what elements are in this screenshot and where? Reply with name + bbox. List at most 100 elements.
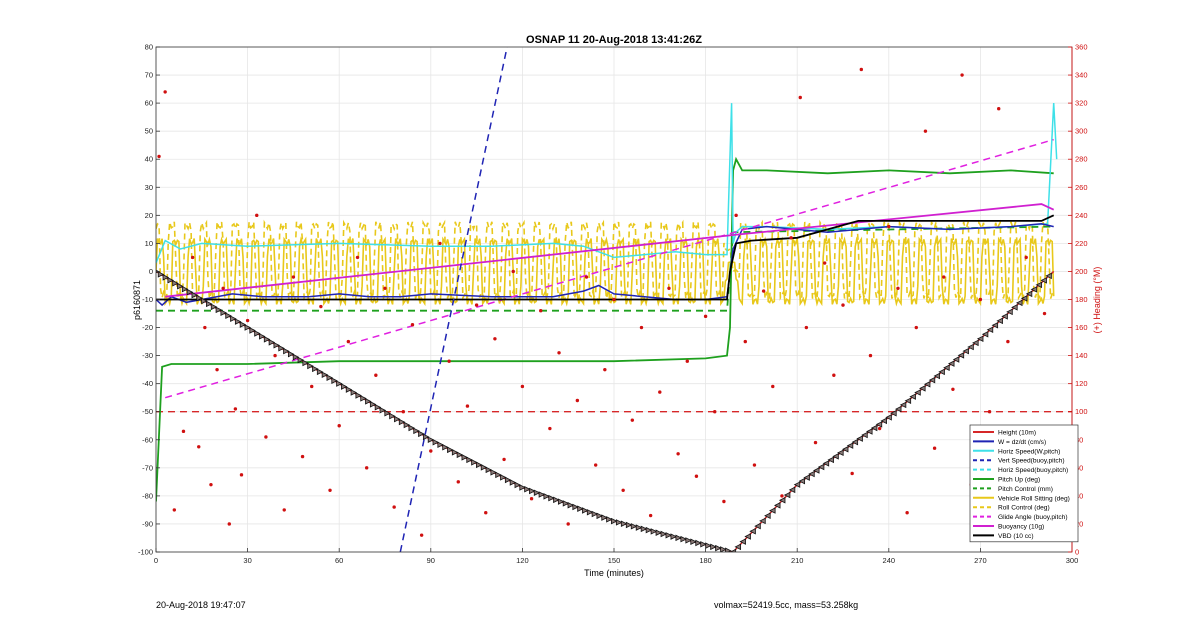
height-marker <box>466 456 473 464</box>
height-marker <box>635 524 643 531</box>
heading-point <box>942 275 946 279</box>
height-marker <box>471 459 478 466</box>
height-marker <box>230 315 237 322</box>
height-marker <box>798 477 806 485</box>
height-marker <box>456 451 464 459</box>
height-marker <box>196 294 203 302</box>
height-marker <box>976 335 984 343</box>
height-marker <box>1001 313 1008 320</box>
heading-point <box>456 480 460 484</box>
heading-point <box>465 404 470 408</box>
height-marker <box>933 372 941 380</box>
y-tick-label-left: 60 <box>145 99 153 108</box>
heading-point <box>190 255 195 260</box>
height-marker <box>625 521 633 529</box>
height-marker <box>1035 281 1043 289</box>
height-marker <box>562 500 570 507</box>
height-marker <box>729 548 737 552</box>
height-marker <box>817 463 825 471</box>
height-marker <box>899 401 907 409</box>
heading-point <box>566 522 570 526</box>
height-marker <box>972 339 979 347</box>
heading-point <box>960 73 964 77</box>
height-marker <box>601 514 608 521</box>
series-w-dz-dt-cm-s <box>156 223 1054 307</box>
heading-point <box>575 398 580 403</box>
y-axis-label-right: (+) Heading (°M) <box>1092 267 1102 334</box>
heading-point <box>429 449 433 453</box>
height-marker <box>759 517 766 525</box>
heading-point <box>383 286 387 290</box>
height-marker <box>278 344 285 352</box>
height-marker <box>316 368 324 376</box>
height-marker <box>778 496 786 504</box>
heading-point <box>877 426 882 431</box>
height-marker <box>369 401 377 408</box>
heading-point <box>603 367 607 372</box>
heading-point <box>850 471 854 476</box>
heading-point <box>447 359 451 363</box>
heading-point <box>255 213 259 218</box>
legend-label: Glide Angle (buoy,pitch) <box>998 514 1068 521</box>
y-tick-label-right: 260 <box>1075 183 1088 192</box>
heading-point <box>557 351 561 355</box>
height-marker <box>365 398 372 405</box>
height-marker <box>442 444 449 451</box>
heading-point <box>722 499 726 504</box>
height-marker <box>967 343 974 351</box>
height-marker <box>715 544 722 552</box>
series-roll-control-deg <box>156 219 1055 301</box>
height-marker <box>172 280 179 287</box>
height-marker <box>620 520 628 527</box>
y-tick-label-right: 220 <box>1075 239 1088 248</box>
height-marker <box>321 371 329 379</box>
height-marker <box>567 501 575 509</box>
height-marker <box>495 471 502 479</box>
heading-point <box>419 533 424 537</box>
height-marker <box>1015 299 1023 307</box>
height-marker <box>234 318 242 325</box>
heading-point <box>328 488 332 492</box>
height-marker <box>374 404 382 411</box>
height-marker <box>181 285 189 293</box>
y-tick-label-right: 100 <box>1075 407 1088 416</box>
heading-point <box>319 304 323 309</box>
height-marker <box>360 395 367 402</box>
y-tick-label-right: 180 <box>1075 295 1088 304</box>
height-marker <box>837 449 844 457</box>
heading-point <box>392 505 396 509</box>
height-marker <box>675 534 682 542</box>
height-marker <box>341 383 348 390</box>
heading-point <box>648 513 653 518</box>
height-marker <box>394 415 401 423</box>
legend-label: VBD (10 cc) <box>998 533 1034 540</box>
height-marker <box>292 353 300 361</box>
series-layer <box>156 47 1058 552</box>
heading-point <box>868 353 873 358</box>
x-tick-label: 240 <box>883 556 896 565</box>
x-tick-label: 270 <box>974 556 987 565</box>
height-marker <box>476 461 483 469</box>
heading-point <box>1042 311 1047 316</box>
height-marker <box>350 389 358 396</box>
y-tick-label-right: 140 <box>1075 351 1088 360</box>
heading-point <box>273 353 277 358</box>
height-marker <box>665 532 673 539</box>
y-tick-label-left: 70 <box>145 71 153 80</box>
height-marker <box>928 376 936 384</box>
heading-point <box>667 286 671 290</box>
y-tick-label-left: 0 <box>149 267 153 276</box>
y-tick-label-right: 200 <box>1075 267 1088 276</box>
height-marker <box>577 505 584 512</box>
y-tick-label-left: -80 <box>142 491 153 500</box>
y-tick-label-right: 20 <box>1075 519 1083 528</box>
y-tick-label-left: 20 <box>145 211 153 220</box>
heading-point <box>804 325 809 330</box>
footer-info: volmax=52419.5cc, mass=53.258kg <box>714 600 859 610</box>
footer-timestamp: 20-Aug-2018 19:47:07 <box>156 600 246 610</box>
heading-point <box>401 410 406 414</box>
height-marker <box>263 336 271 343</box>
height-marker <box>894 405 902 413</box>
height-marker <box>749 528 756 535</box>
height-marker <box>764 512 771 519</box>
